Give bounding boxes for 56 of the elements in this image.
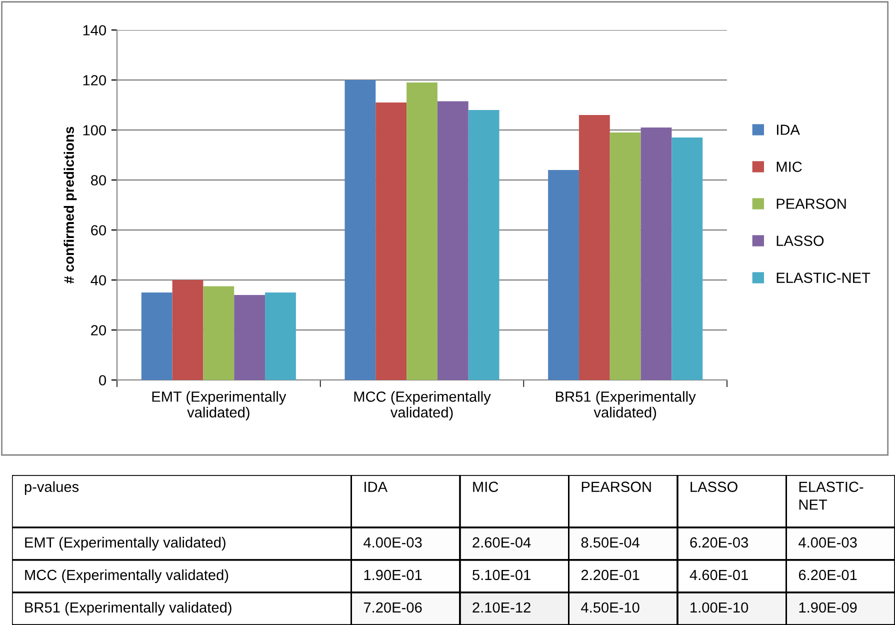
x-tick-label: EMT (Experimentally validated) (152, 391, 286, 420)
data-label: 1.90E-09 (799, 602, 857, 613)
x-tick-label: BR51 (Experimentally validated) (556, 391, 696, 420)
bar (610, 132, 641, 380)
bar (172, 280, 204, 380)
x-tick-label: IDA (364, 482, 388, 492)
y-tick-label: MCC (Experimentally validated) (25, 569, 228, 584)
x-tick-label: PEARSON (582, 482, 651, 492)
legend-label: LASSO (776, 236, 824, 246)
bar (141, 292, 172, 380)
bar (203, 286, 234, 380)
data-label: 1.00E-10 (690, 602, 748, 613)
legend-label: MIC (776, 162, 802, 172)
data-label: 4.00E-03 (798, 537, 857, 548)
y-tick-label: EMT (Experimentally validated) (25, 536, 226, 551)
bar (437, 101, 468, 380)
y-tick-label: 120 (83, 75, 106, 86)
data-label: 7.20E-06 (364, 602, 422, 613)
y-tick-label: BR51 (Experimentally validated) (25, 602, 232, 616)
data-label: 2.10E-12 (472, 602, 530, 613)
bar (234, 295, 266, 380)
data-label: 2.20E-01 (581, 570, 640, 580)
y-tick-label: 20 (91, 325, 106, 336)
legend-label: ELASTIC-NET (776, 272, 870, 283)
data-label: 4.60E-01 (690, 570, 748, 580)
bar (578, 115, 610, 380)
data-label: 4.00E-03 (364, 537, 422, 548)
y-tick-label: 40 (90, 275, 106, 286)
bar (548, 170, 579, 380)
x-tick-label: LASSO (690, 482, 738, 492)
bar (468, 110, 500, 380)
data-label: 6.20E-03 (690, 537, 748, 548)
bar (376, 102, 407, 380)
y-axis-title: # confirmed predictions (64, 126, 77, 284)
data-label: 5.10E-01 (472, 570, 530, 580)
data-label: 6.20E-01 (798, 570, 857, 580)
legend-label: IDA (777, 124, 800, 135)
y-tick-label: 0 (99, 375, 106, 386)
y-tick-label: 60 (91, 225, 106, 236)
x-tick-label: ELASTIC- NET (799, 482, 864, 510)
x-tick-label: MIC (473, 482, 498, 492)
bar (265, 292, 296, 380)
x-tick-label: MCC (Experimentally validated) (354, 391, 491, 420)
data-label: 1.90E-01 (364, 570, 422, 580)
bar (406, 82, 438, 380)
y-tick-label: 80 (90, 175, 106, 186)
bar (344, 80, 376, 380)
legend-label: PEARSON (776, 198, 846, 209)
text: p-values (24, 481, 79, 495)
data-label: 2.60E-04 (472, 537, 531, 548)
bar (672, 138, 703, 380)
data-label: 4.50E-10 (581, 602, 640, 613)
y-tick-label: 100 (83, 125, 106, 136)
bar (640, 128, 672, 380)
data-label: 8.50E-04 (581, 537, 640, 548)
y-tick-label: 140 (83, 25, 106, 36)
